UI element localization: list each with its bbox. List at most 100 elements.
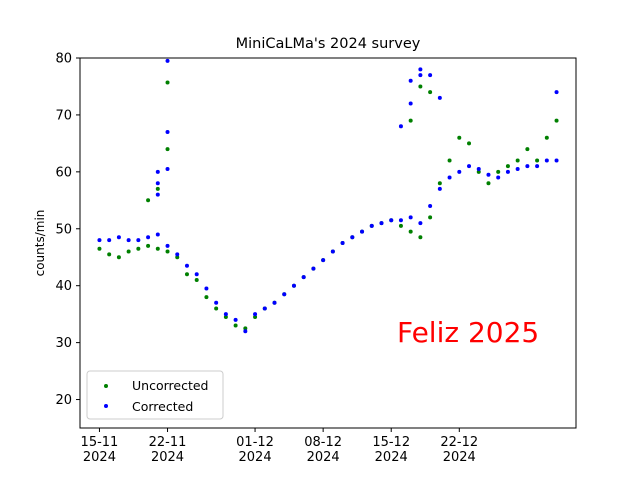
data-point-0-12 [214, 306, 219, 311]
data-point-1-7 [165, 243, 170, 248]
data-point-1-19 [282, 292, 287, 297]
x-tick-label-1-line1: 22-11 [149, 435, 187, 450]
data-point-0-8 [175, 255, 180, 260]
data-point-3-0 [146, 198, 151, 203]
data-point-0-14 [233, 323, 238, 328]
data-point-1-46 [544, 158, 549, 163]
data-point-1-23 [321, 258, 326, 263]
legend-label-corrected: Corrected [132, 399, 193, 414]
data-point-0-44 [525, 147, 530, 152]
data-point-1-9 [184, 263, 189, 268]
data-point-2-10 [418, 67, 423, 72]
data-point-0-42 [505, 164, 510, 169]
data-point-0-32 [408, 229, 413, 234]
data-point-0-10 [194, 278, 199, 282]
data-point-0-11 [204, 295, 209, 300]
data-point-1-15 [243, 329, 248, 334]
data-point-3-1 [155, 186, 160, 191]
data-point-1-25 [340, 241, 345, 245]
x-tick-label-0-line2: 2024 [83, 450, 116, 465]
legend-label-uncorrected: Uncorrected [132, 378, 208, 393]
data-point-1-17 [262, 306, 267, 311]
y-tick-label-4: 60 [55, 165, 72, 180]
data-point-1-32 [408, 215, 413, 220]
data-point-0-3 [126, 249, 131, 254]
y-tick-label-5: 70 [55, 108, 72, 123]
x-tick-label-5-line2: 2024 [443, 450, 476, 465]
data-point-2-1 [155, 181, 160, 186]
data-point-0-41 [496, 169, 501, 174]
data-point-0-4 [136, 246, 141, 251]
chart-annotation: Feliz 2025 [397, 316, 539, 349]
y-tick-label-2: 40 [55, 279, 72, 294]
data-point-2-13 [554, 90, 559, 95]
data-point-2-6 [398, 124, 403, 129]
data-point-2-3 [165, 167, 170, 171]
x-tick-label-3-line2: 2024 [307, 450, 340, 465]
data-point-1-44 [525, 164, 530, 169]
data-point-0-33 [418, 235, 423, 240]
data-point-1-12 [214, 300, 219, 305]
data-point-1-14 [233, 317, 238, 322]
data-point-1-11 [204, 286, 209, 291]
data-point-1-29 [379, 221, 384, 226]
data-point-1-0 [97, 238, 102, 243]
data-point-0-31 [398, 223, 403, 228]
data-point-1-20 [291, 283, 296, 288]
y-tick-label-0: 20 [55, 393, 72, 408]
data-point-0-46 [544, 135, 549, 140]
data-point-1-39 [476, 167, 481, 171]
data-point-0-15 [243, 326, 248, 331]
data-point-1-40 [486, 172, 491, 177]
data-point-1-1 [107, 238, 112, 243]
data-point-0-38 [467, 141, 472, 146]
data-points [97, 58, 559, 334]
x-axis: 15-11202422-11202401-12202408-12202415-1… [81, 428, 478, 465]
data-point-1-27 [360, 229, 365, 234]
data-point-0-13 [223, 315, 228, 319]
data-point-1-6 [155, 232, 160, 237]
data-point-1-21 [301, 275, 306, 280]
data-point-1-35 [437, 186, 442, 191]
data-point-2-5 [165, 58, 170, 63]
data-point-1-42 [505, 169, 510, 174]
data-point-0-37 [457, 135, 462, 140]
data-point-1-26 [350, 235, 355, 240]
data-point-1-38 [467, 164, 472, 169]
x-tick-label-4-line2: 2024 [375, 450, 408, 465]
data-point-1-41 [496, 175, 501, 180]
data-point-1-13 [223, 312, 228, 317]
chart-title: MiniCaLMa's 2024 survey [236, 36, 421, 52]
data-point-0-9 [184, 272, 189, 277]
data-point-1-30 [389, 218, 394, 223]
x-tick-label-5-line1: 22-12 [440, 435, 478, 450]
data-point-2-2 [155, 169, 160, 174]
data-point-1-3 [126, 238, 131, 243]
data-point-1-33 [418, 221, 423, 226]
data-point-2-9 [418, 73, 423, 78]
data-point-0-6 [155, 246, 160, 251]
data-point-0-7 [165, 249, 170, 254]
legend-box [86, 370, 224, 420]
data-point-0-2 [116, 255, 121, 260]
data-point-0-34 [428, 215, 433, 220]
y-tick-label-6: 80 [55, 52, 72, 67]
data-point-1-5 [146, 235, 151, 240]
data-point-3-4 [408, 118, 413, 123]
data-point-1-45 [535, 164, 540, 169]
legend-marker-uncorrected [104, 384, 108, 388]
data-point-0-0 [97, 246, 102, 251]
data-point-0-1 [107, 252, 112, 257]
data-point-1-18 [272, 300, 277, 305]
data-point-1-37 [457, 169, 462, 174]
data-point-3-2 [165, 147, 170, 152]
data-point-2-7 [408, 101, 413, 106]
y-axis: 20 30 40 50 60 70 80 [55, 52, 80, 408]
data-point-1-22 [311, 266, 316, 271]
data-point-1-16 [253, 312, 258, 317]
data-point-1-28 [369, 223, 374, 228]
data-point-1-43 [515, 167, 520, 171]
data-point-0-5 [146, 243, 151, 248]
data-point-2-4 [165, 130, 170, 134]
